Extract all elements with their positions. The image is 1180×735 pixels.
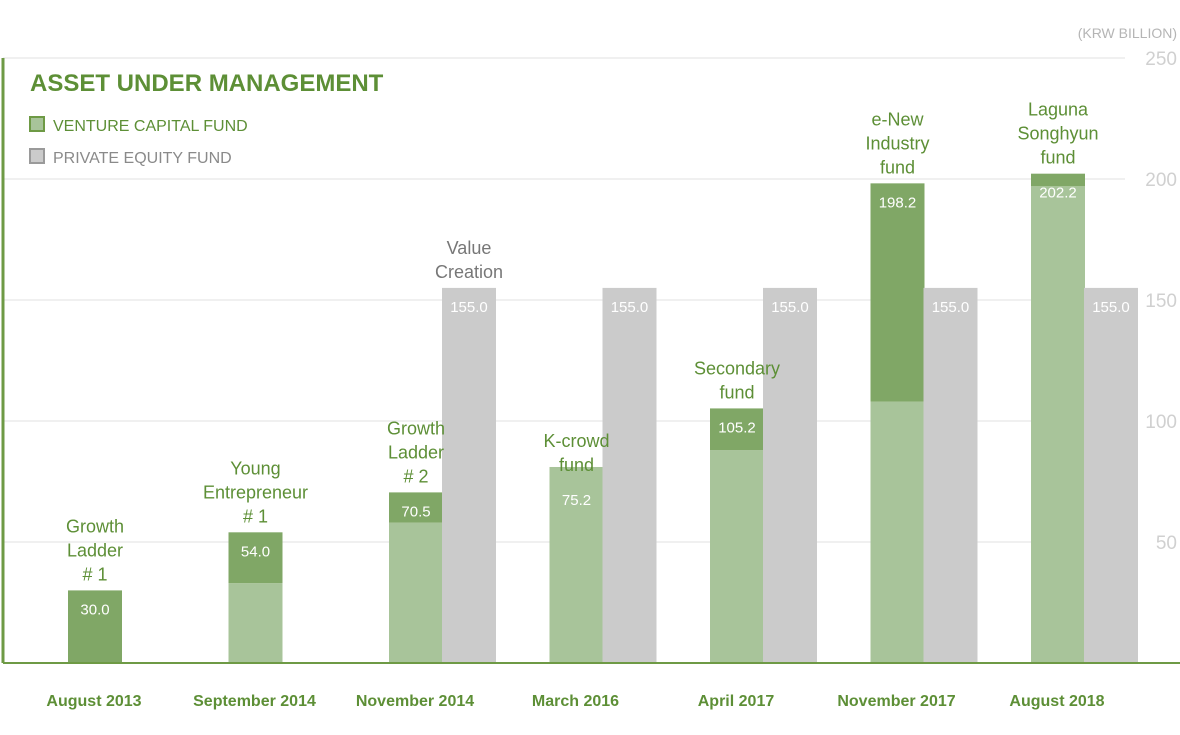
bar-venture-existing	[228, 583, 283, 663]
bar-venture-new-fund	[228, 532, 283, 584]
fund-label-private-equity: Value	[447, 238, 492, 258]
bar-private-equity	[923, 287, 978, 663]
fund-label-venture: Ladder	[388, 442, 444, 462]
fund-label-venture: e-New	[871, 109, 924, 129]
fund-label-venture: Entrepreneur	[203, 482, 308, 502]
chart-title: ASSET UNDER MANAGEMENT	[30, 70, 384, 97]
bar-venture-existing	[1031, 186, 1085, 663]
legend-label-private-equity: PRIVATE EQUITY FUND	[53, 150, 232, 167]
bar-value-label-venture: 30.0	[80, 601, 109, 618]
fund-label-venture: fund	[719, 382, 754, 402]
bar-venture-new-fund	[1031, 173, 1085, 187]
fund-label-venture: Secondary	[694, 358, 780, 378]
bar-private-equity	[442, 287, 496, 663]
x-tick-label: March 2016	[532, 693, 619, 710]
y-tick-label: 100	[1145, 412, 1177, 433]
fund-label-venture: Laguna	[1028, 100, 1089, 120]
bar-value-label-venture: 202.2	[1039, 185, 1077, 202]
y-tick-label: 50	[1156, 533, 1177, 554]
bar-value-label-venture: 105.2	[718, 419, 756, 436]
bar-value-label-private-equity: 155.0	[771, 299, 809, 316]
bar-value-label-private-equity: 155.0	[450, 299, 488, 316]
bar-value-label-private-equity: 155.0	[1092, 299, 1130, 316]
x-tick-label: April 2017	[698, 693, 775, 710]
bar-value-label-private-equity: 155.0	[932, 299, 970, 316]
fund-label-venture: Young	[230, 458, 280, 478]
fund-label-venture: # 1	[243, 506, 268, 526]
fund-label-venture: Songhyun	[1017, 124, 1098, 144]
bar-value-label-private-equity: 155.0	[611, 299, 649, 316]
bar-venture-new-fund	[68, 590, 122, 663]
bar-venture-existing	[870, 401, 925, 663]
fund-label-venture: fund	[880, 157, 915, 177]
bar-value-label-venture: 198.2	[879, 194, 917, 211]
bar-value-label-venture: 70.5	[401, 503, 430, 520]
unit-label: (KRW BILLION)	[1078, 25, 1177, 41]
x-tick-label: August 2013	[46, 693, 141, 710]
bar-private-equity	[602, 287, 657, 663]
x-tick-label: August 2018	[1009, 693, 1104, 710]
fund-label-private-equity: Creation	[435, 262, 503, 282]
y-tick-label: 150	[1145, 291, 1177, 312]
bar-venture-new-fund	[870, 183, 925, 402]
fund-label-venture: # 1	[82, 564, 107, 584]
bar-layer	[68, 173, 1138, 663]
y-tick-label: 250	[1145, 49, 1177, 70]
bar-venture-existing	[389, 522, 443, 663]
x-tick-label: November 2017	[837, 693, 955, 710]
fund-label-venture: Growth	[387, 418, 445, 438]
x-tick-label: November 2014	[356, 693, 474, 710]
legend-label-venture: VENTURE CAPITAL FUND	[53, 118, 248, 135]
fund-label-venture: # 2	[403, 466, 428, 486]
axis-layer	[1, 58, 1180, 664]
bar-private-equity	[763, 287, 817, 663]
legend-swatch-private-equity	[29, 148, 45, 164]
bar-venture-existing	[549, 466, 604, 663]
title-layer: ASSET UNDER MANAGEMENT VENTURE CAPITAL F…	[29, 70, 384, 167]
fund-label-venture: Industry	[865, 133, 929, 153]
bar-value-label-venture: 75.2	[562, 492, 591, 509]
legend-swatch-venture	[29, 116, 45, 132]
bar-private-equity	[1084, 287, 1138, 663]
fund-label-venture: fund	[559, 455, 594, 475]
fund-label-venture: K-crowd	[543, 431, 609, 451]
bar-venture-new-fund	[710, 408, 764, 451]
x-tick-label: September 2014	[193, 693, 316, 710]
fund-label-venture: Growth	[66, 516, 124, 536]
bar-venture-existing	[710, 450, 764, 663]
fund-label-venture: Ladder	[67, 540, 123, 560]
fund-label-venture: fund	[1040, 148, 1075, 168]
bar-venture-new-fund	[389, 492, 443, 523]
y-tick-label: 200	[1145, 170, 1177, 191]
label-layer: 30.0 Growth Ladder # 1 August 2013 54.0 Young E…	[46, 100, 1129, 710]
bar-value-label-venture: 54.0	[241, 543, 270, 560]
